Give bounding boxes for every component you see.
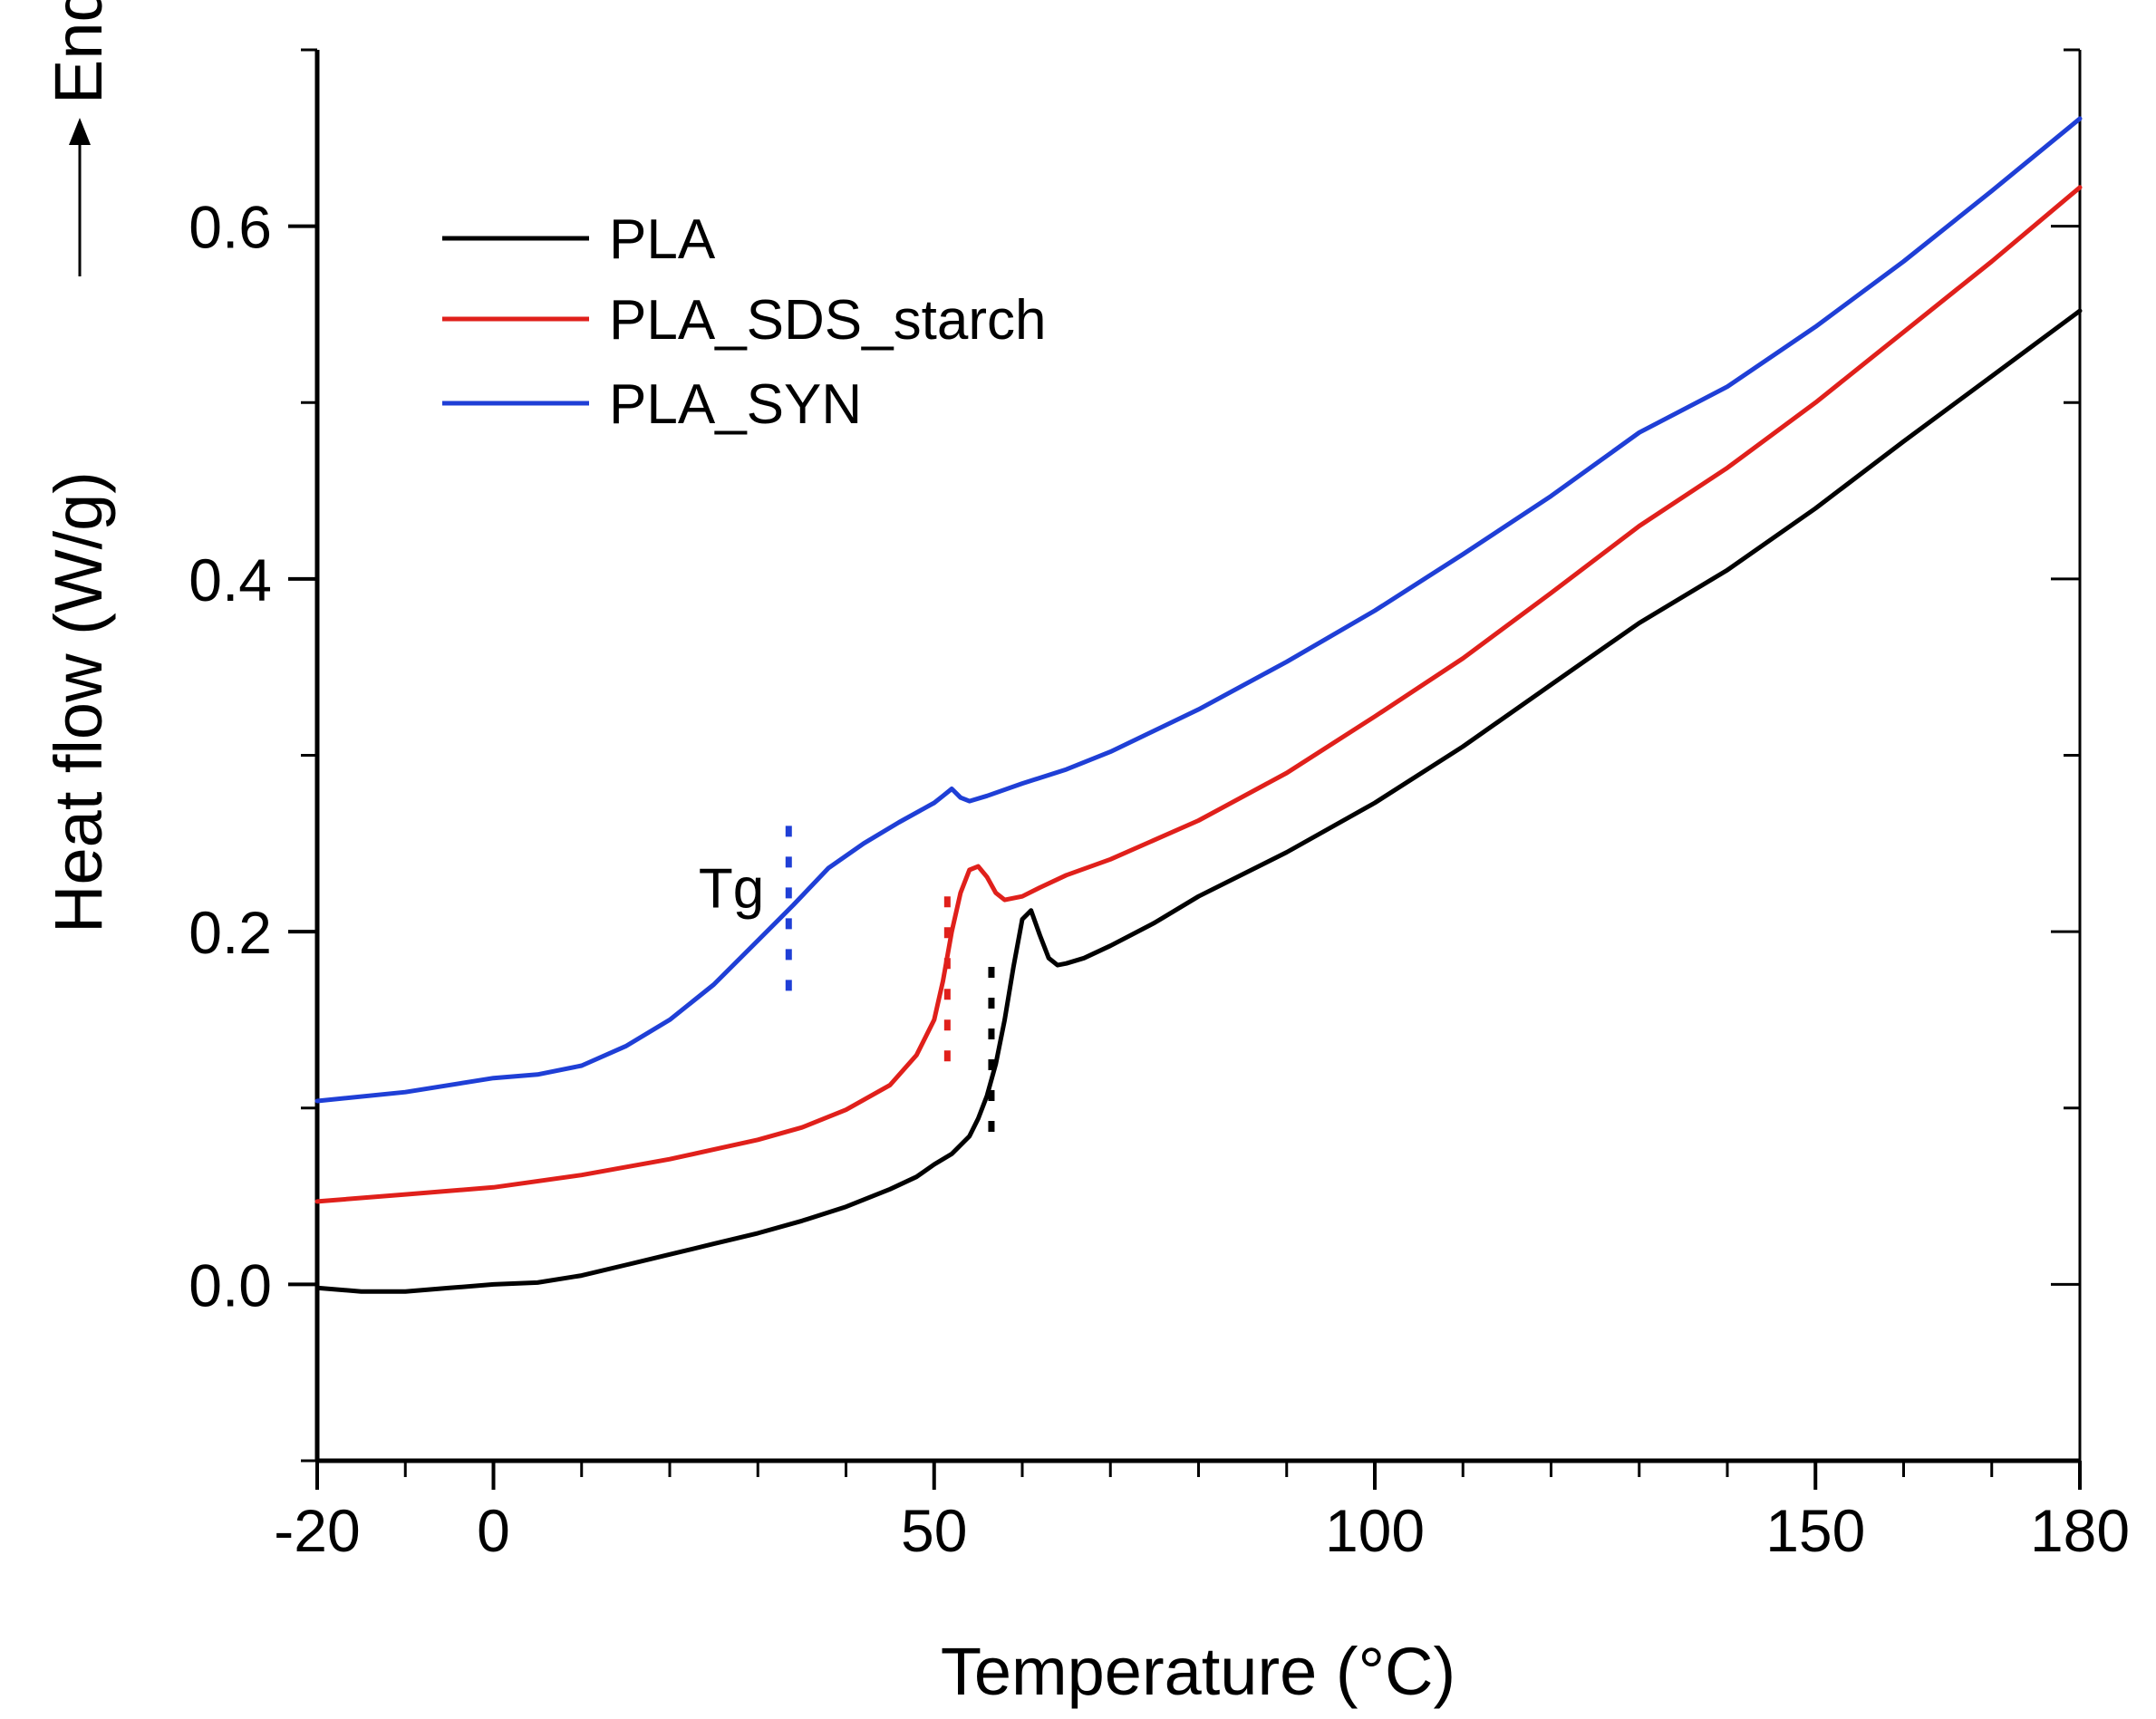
- x-tick-label: 180: [2030, 1497, 2130, 1564]
- series-line-pla-sds-starch: [314, 185, 2083, 1204]
- y-tick-label: 0.4: [189, 546, 272, 613]
- legend-label-pla-syn: PLA_SYN: [609, 373, 862, 436]
- series-lines: [314, 116, 2083, 1294]
- legend-label-pla-sds-starch: PLA_SDS_starch: [609, 289, 1046, 352]
- x-tick-label: 0: [477, 1497, 510, 1564]
- y-tick-label: 0.6: [189, 194, 272, 261]
- series-line-pla-syn: [314, 116, 2083, 1104]
- legend-label-pla: PLA: [609, 208, 716, 271]
- series-line-pla: [314, 308, 2083, 1294]
- y-axis-title: Heat flow (W/g): [41, 471, 116, 933]
- x-tick-label: 50: [901, 1497, 967, 1564]
- endo-arrow-head: [69, 118, 91, 145]
- x-tick-label: 150: [1765, 1497, 1865, 1564]
- y-tick-label: 0.2: [189, 899, 272, 966]
- legend: PLA PLA_SDS_starch PLA_SYN: [442, 208, 1046, 436]
- y-axis-title-group: Heat flow (W/g) Endo: [41, 0, 116, 933]
- axis-ticks: [288, 48, 2082, 1490]
- tg-markers: [785, 826, 995, 1144]
- endo-label: Endo: [41, 0, 116, 104]
- y-tick-label: 0.0: [189, 1251, 272, 1318]
- x-tick-label: -20: [274, 1497, 360, 1564]
- axis-tick-labels: -20 0 50 100 150 180 0.0 0.2 0.4 0.6: [189, 194, 2130, 1564]
- x-axis-title: Temperature (°C): [941, 1634, 1455, 1709]
- plot-frame: [314, 50, 2082, 1463]
- x-tick-label: 100: [1325, 1497, 1425, 1564]
- tg-annotation: Tg: [699, 857, 764, 920]
